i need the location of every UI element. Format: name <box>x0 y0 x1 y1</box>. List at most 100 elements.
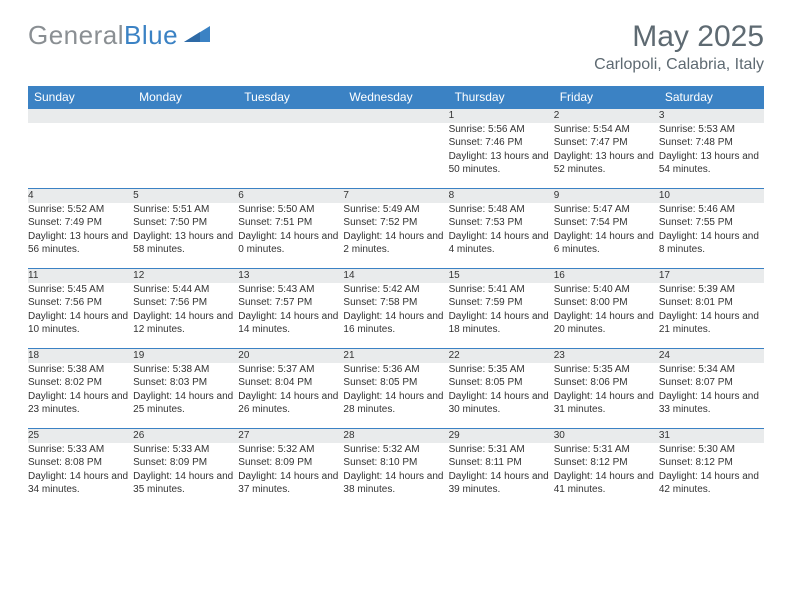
day-number-cell <box>28 109 133 123</box>
sunset-text: Sunset: 8:07 PM <box>659 376 764 390</box>
daylight-text: Daylight: 13 hours and 54 minutes. <box>659 150 764 177</box>
sunset-text: Sunset: 7:46 PM <box>449 136 554 150</box>
day-detail-cell: Sunrise: 5:46 AMSunset: 7:55 PMDaylight:… <box>659 203 764 269</box>
sunset-text: Sunset: 8:12 PM <box>659 456 764 470</box>
daylight-text: Daylight: 14 hours and 38 minutes. <box>343 470 448 497</box>
day-detail-cell: Sunrise: 5:39 AMSunset: 8:01 PMDaylight:… <box>659 283 764 349</box>
daylight-text: Daylight: 14 hours and 20 minutes. <box>554 310 659 337</box>
sunset-text: Sunset: 8:01 PM <box>659 296 764 310</box>
day-detail-cell: Sunrise: 5:31 AMSunset: 8:12 PMDaylight:… <box>554 443 659 509</box>
day-detail-cell: Sunrise: 5:33 AMSunset: 8:08 PMDaylight:… <box>28 443 133 509</box>
sunset-text: Sunset: 7:47 PM <box>554 136 659 150</box>
sunset-text: Sunset: 7:59 PM <box>449 296 554 310</box>
daylight-text: Daylight: 14 hours and 23 minutes. <box>28 390 133 417</box>
daylight-text: Daylight: 14 hours and 39 minutes. <box>449 470 554 497</box>
detail-row: Sunrise: 5:38 AMSunset: 8:02 PMDaylight:… <box>28 363 764 429</box>
day-number-cell: 19 <box>133 349 238 363</box>
day-number-cell: 24 <box>659 349 764 363</box>
sunrise-text: Sunrise: 5:45 AM <box>28 283 133 297</box>
daylight-text: Daylight: 14 hours and 34 minutes. <box>28 470 133 497</box>
day-number-cell: 5 <box>133 189 238 203</box>
sunrise-text: Sunrise: 5:43 AM <box>238 283 343 297</box>
weekday-header-row: SundayMondayTuesdayWednesdayThursdayFrid… <box>28 86 764 109</box>
sunset-text: Sunset: 8:10 PM <box>343 456 448 470</box>
detail-row: Sunrise: 5:33 AMSunset: 8:08 PMDaylight:… <box>28 443 764 509</box>
sunrise-text: Sunrise: 5:31 AM <box>449 443 554 457</box>
logo: GeneralBlue <box>28 20 210 51</box>
sunset-text: Sunset: 8:11 PM <box>449 456 554 470</box>
daylight-text: Daylight: 14 hours and 42 minutes. <box>659 470 764 497</box>
day-number-cell: 26 <box>133 429 238 443</box>
sunset-text: Sunset: 8:08 PM <box>28 456 133 470</box>
sunset-text: Sunset: 7:56 PM <box>133 296 238 310</box>
weekday-header: Tuesday <box>238 86 343 109</box>
sunrise-text: Sunrise: 5:46 AM <box>659 203 764 217</box>
daylight-text: Daylight: 14 hours and 28 minutes. <box>343 390 448 417</box>
day-number-cell: 15 <box>449 269 554 283</box>
triangle-icon <box>184 24 210 47</box>
day-detail-cell: Sunrise: 5:38 AMSunset: 8:02 PMDaylight:… <box>28 363 133 429</box>
daylight-text: Daylight: 14 hours and 25 minutes. <box>133 390 238 417</box>
sunset-text: Sunset: 8:04 PM <box>238 376 343 390</box>
sunrise-text: Sunrise: 5:39 AM <box>659 283 764 297</box>
sunset-text: Sunset: 7:55 PM <box>659 216 764 230</box>
sunset-text: Sunset: 8:00 PM <box>554 296 659 310</box>
daylight-text: Daylight: 14 hours and 41 minutes. <box>554 470 659 497</box>
sunrise-text: Sunrise: 5:32 AM <box>238 443 343 457</box>
sunset-text: Sunset: 7:51 PM <box>238 216 343 230</box>
day-number-cell: 17 <box>659 269 764 283</box>
daylight-text: Daylight: 14 hours and 31 minutes. <box>554 390 659 417</box>
sunset-text: Sunset: 7:58 PM <box>343 296 448 310</box>
weekday-header: Sunday <box>28 86 133 109</box>
day-number-cell: 4 <box>28 189 133 203</box>
day-detail-cell: Sunrise: 5:32 AMSunset: 8:10 PMDaylight:… <box>343 443 448 509</box>
day-number-cell: 2 <box>554 109 659 123</box>
day-detail-cell <box>238 123 343 189</box>
location: Carlopoli, Calabria, Italy <box>594 56 764 74</box>
header: GeneralBlue May 2025 Carlopoli, Calabria… <box>28 20 764 74</box>
day-number-cell <box>133 109 238 123</box>
daynum-row: 11121314151617 <box>28 269 764 283</box>
sunset-text: Sunset: 8:06 PM <box>554 376 659 390</box>
day-detail-cell: Sunrise: 5:47 AMSunset: 7:54 PMDaylight:… <box>554 203 659 269</box>
daylight-text: Daylight: 14 hours and 8 minutes. <box>659 230 764 257</box>
daylight-text: Daylight: 14 hours and 12 minutes. <box>133 310 238 337</box>
sunset-text: Sunset: 8:09 PM <box>133 456 238 470</box>
day-detail-cell: Sunrise: 5:36 AMSunset: 8:05 PMDaylight:… <box>343 363 448 429</box>
sunrise-text: Sunrise: 5:37 AM <box>238 363 343 377</box>
day-detail-cell: Sunrise: 5:30 AMSunset: 8:12 PMDaylight:… <box>659 443 764 509</box>
day-detail-cell: Sunrise: 5:42 AMSunset: 7:58 PMDaylight:… <box>343 283 448 349</box>
detail-row: Sunrise: 5:52 AMSunset: 7:49 PMDaylight:… <box>28 203 764 269</box>
daylight-text: Daylight: 14 hours and 33 minutes. <box>659 390 764 417</box>
day-number-cell: 12 <box>133 269 238 283</box>
sunrise-text: Sunrise: 5:52 AM <box>28 203 133 217</box>
daylight-text: Daylight: 13 hours and 58 minutes. <box>133 230 238 257</box>
daylight-text: Daylight: 13 hours and 56 minutes. <box>28 230 133 257</box>
daylight-text: Daylight: 14 hours and 18 minutes. <box>449 310 554 337</box>
day-detail-cell: Sunrise: 5:35 AMSunset: 8:06 PMDaylight:… <box>554 363 659 429</box>
day-number-cell: 28 <box>343 429 448 443</box>
sunrise-text: Sunrise: 5:31 AM <box>554 443 659 457</box>
daylight-text: Daylight: 13 hours and 52 minutes. <box>554 150 659 177</box>
day-detail-cell: Sunrise: 5:41 AMSunset: 7:59 PMDaylight:… <box>449 283 554 349</box>
sunset-text: Sunset: 7:52 PM <box>343 216 448 230</box>
weekday-header: Friday <box>554 86 659 109</box>
sunrise-text: Sunrise: 5:54 AM <box>554 123 659 137</box>
sunrise-text: Sunrise: 5:42 AM <box>343 283 448 297</box>
day-detail-cell: Sunrise: 5:32 AMSunset: 8:09 PMDaylight:… <box>238 443 343 509</box>
sunrise-text: Sunrise: 5:50 AM <box>238 203 343 217</box>
logo-text-1: General <box>28 20 124 50</box>
day-detail-cell: Sunrise: 5:54 AMSunset: 7:47 PMDaylight:… <box>554 123 659 189</box>
day-detail-cell: Sunrise: 5:51 AMSunset: 7:50 PMDaylight:… <box>133 203 238 269</box>
sunrise-text: Sunrise: 5:56 AM <box>449 123 554 137</box>
sunset-text: Sunset: 7:49 PM <box>28 216 133 230</box>
sunset-text: Sunset: 8:12 PM <box>554 456 659 470</box>
sunset-text: Sunset: 7:54 PM <box>554 216 659 230</box>
day-number-cell: 21 <box>343 349 448 363</box>
daynum-row: 18192021222324 <box>28 349 764 363</box>
daylight-text: Daylight: 14 hours and 6 minutes. <box>554 230 659 257</box>
sunrise-text: Sunrise: 5:51 AM <box>133 203 238 217</box>
daylight-text: Daylight: 14 hours and 16 minutes. <box>343 310 448 337</box>
daylight-text: Daylight: 14 hours and 0 minutes. <box>238 230 343 257</box>
calendar-body: 123Sunrise: 5:56 AMSunset: 7:46 PMDaylig… <box>28 109 764 509</box>
